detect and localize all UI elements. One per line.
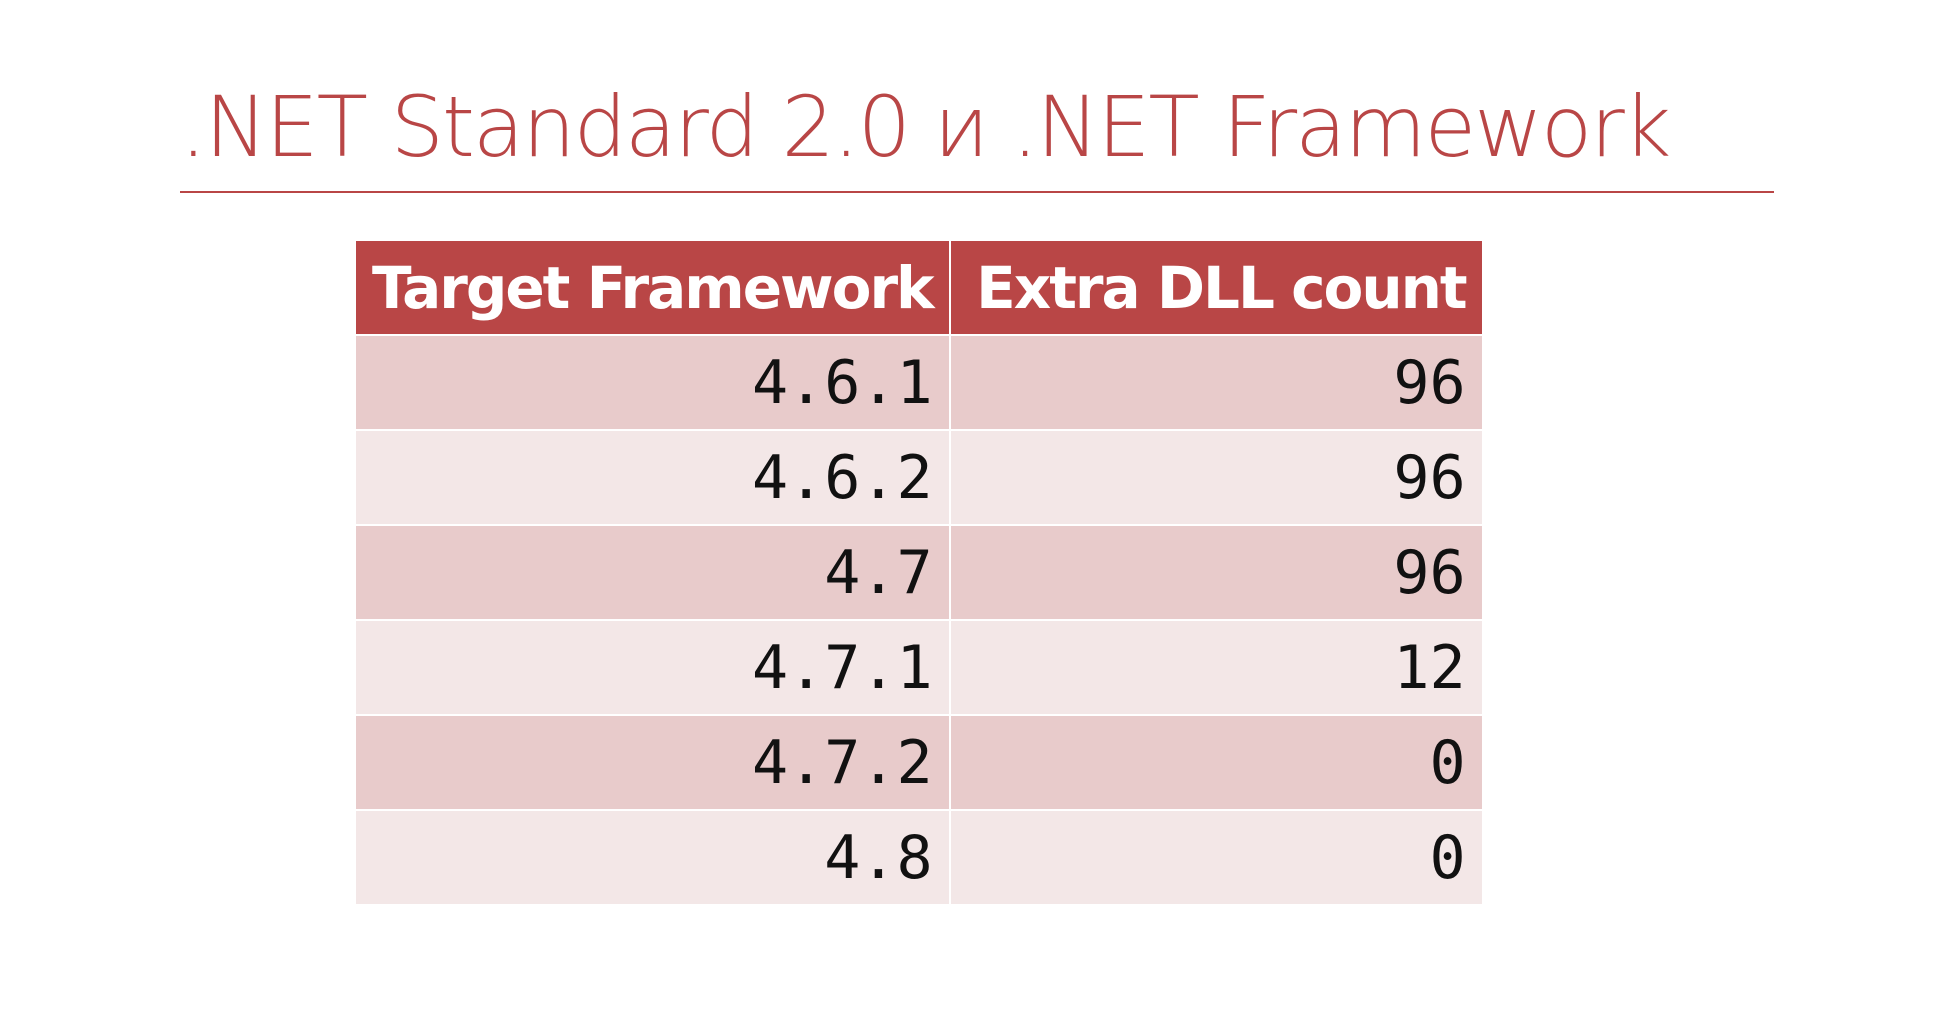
table-row: 4.7.1 12 [356, 620, 1482, 716]
slide-title: .NET Standard 2.0 и .NET Framework [180, 78, 1671, 176]
cell-extra-dll-count: 96 [949, 525, 1482, 621]
cell-extra-dll-count: 96 [949, 430, 1482, 526]
cell-target-framework: 4.7.2 [356, 715, 951, 811]
header-target-framework: Target Framework [356, 241, 951, 336]
table-row: 4.6.2 96 [356, 430, 1482, 526]
table-header-row: Target Framework Extra DLL count [356, 241, 1482, 336]
header-extra-dll-count: Extra DLL count [949, 241, 1482, 336]
cell-target-framework: 4.6.1 [356, 335, 951, 431]
title-divider [180, 191, 1774, 193]
table-row: 4.7.2 0 [356, 715, 1482, 811]
cell-target-framework: 4.7 [356, 525, 951, 621]
cell-extra-dll-count: 12 [949, 620, 1482, 716]
table-row: 4.8 0 [356, 810, 1482, 906]
cell-target-framework: 4.8 [356, 810, 951, 906]
table-row: 4.7 96 [356, 525, 1482, 621]
table-row: 4.6.1 96 [356, 335, 1482, 431]
cell-target-framework: 4.7.1 [356, 620, 951, 716]
cell-extra-dll-count: 0 [949, 715, 1482, 811]
cell-extra-dll-count: 96 [949, 335, 1482, 431]
cell-extra-dll-count: 0 [949, 810, 1482, 906]
cell-target-framework: 4.6.2 [356, 430, 951, 526]
framework-dll-table: Target Framework Extra DLL count 4.6.1 9… [356, 241, 1482, 906]
